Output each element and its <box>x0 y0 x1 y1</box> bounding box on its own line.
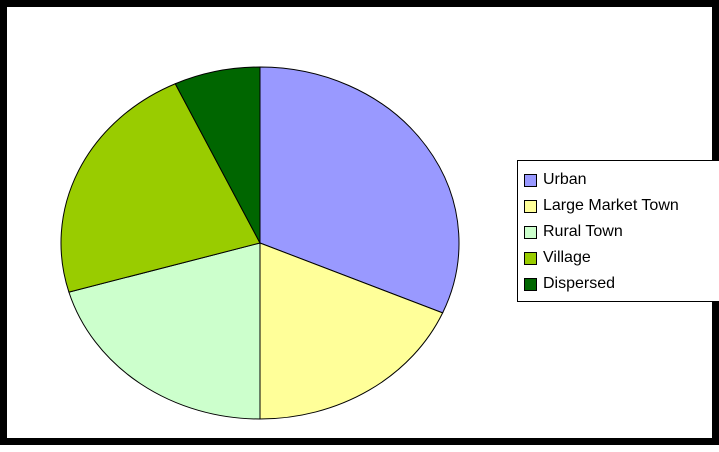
legend-label: Large Market Town <box>543 197 679 214</box>
legend-swatch <box>524 225 537 239</box>
legend-swatch <box>524 173 537 187</box>
pie-slice-dispersed <box>174 66 261 244</box>
pie-slice-urban <box>259 66 460 314</box>
legend-swatch <box>524 199 537 213</box>
pie-chart <box>60 66 460 420</box>
legend-swatch <box>524 277 537 291</box>
legend: Urban Large Market Town Rural Town Village D… <box>517 160 719 302</box>
legend-item-village: Village <box>524 245 719 271</box>
pie-slice-rural-town <box>68 242 261 420</box>
pie-slice-village <box>60 83 261 293</box>
pie-slice-large-market-town <box>259 242 444 420</box>
legend-item-large-market-town: Large Market Town <box>524 193 719 219</box>
legend-item-urban: Urban <box>524 167 719 193</box>
legend-label: Dispersed <box>543 275 616 292</box>
legend-item-dispersed: Dispersed <box>524 271 719 297</box>
legend-item-rural-town: Rural Town <box>524 219 719 245</box>
legend-swatch <box>524 251 537 265</box>
legend-label: Urban <box>543 171 587 188</box>
legend-label: Village <box>543 249 591 266</box>
legend-label: Rural Town <box>543 223 623 240</box>
